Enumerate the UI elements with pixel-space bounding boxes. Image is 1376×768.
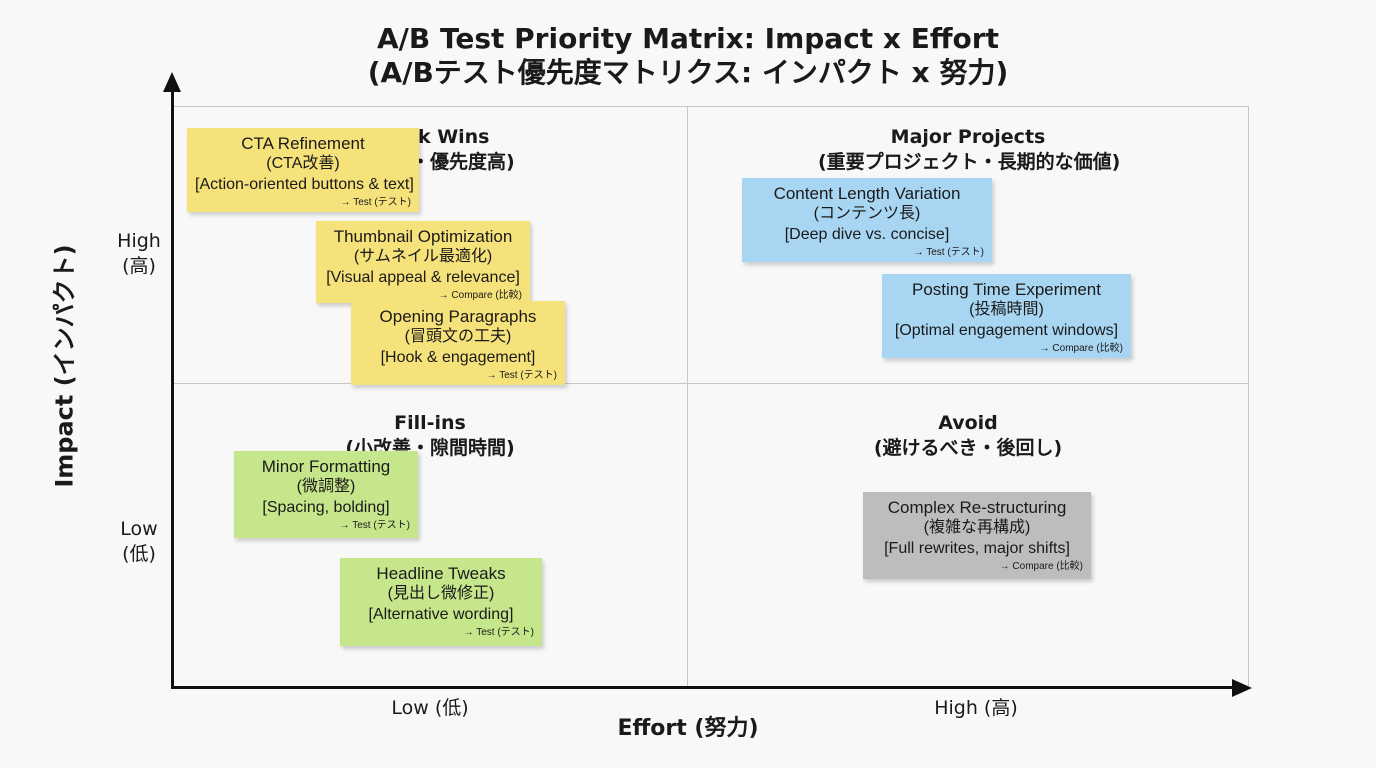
note-description: [Full rewrites, major shifts] — [884, 540, 1070, 557]
y-tick-low-label-jp: (低) — [122, 543, 156, 565]
y-tick-low-label: Low — [120, 518, 158, 540]
y-axis-title: Impact (インパクト) — [50, 244, 79, 488]
note-description: [Deep dive vs. concise] — [784, 226, 950, 243]
note-action: → Compare (比較) — [999, 561, 1083, 572]
note-title: Minor Formatting — [261, 457, 391, 476]
quadrant-fill-ins-title: Fill-ins — [394, 412, 466, 434]
y-tick-high-label-jp: (高) — [122, 255, 156, 277]
note-subtitle-jp: (サムネイル最適化) — [353, 248, 493, 265]
chart-title-line2: (A/Bテスト優先度マトリクス: インパクト x 努力) — [367, 56, 1009, 89]
y-tick-high: High (高) — [108, 229, 170, 279]
quadrant-avoid-subtitle: (避けるべき・後回し) — [873, 437, 1063, 459]
note-description: [Alternative wording] — [368, 606, 514, 623]
quadrant-major-projects-subtitle: (重要プロジェクト・長期的な価値) — [818, 151, 1121, 173]
note-title: Complex Re-structuring — [887, 498, 1067, 517]
y-tick-high-label: High — [117, 230, 161, 252]
note-title: Headline Tweaks — [376, 564, 506, 583]
note-title: Posting Time Experiment — [912, 280, 1101, 299]
chart-title: A/B Test Priority Matrix: Impact x Effor… — [0, 22, 1376, 90]
note-action: → Test (テスト) — [463, 627, 534, 638]
x-tick-high: High (高) — [934, 697, 1018, 719]
quadrant-divider-horizontal — [173, 383, 1249, 384]
note-action: → Test (テスト) — [486, 370, 557, 381]
note-posting-time-experiment: Posting Time Experiment (投稿時間) [Optimal … — [882, 274, 1131, 358]
y-axis-arrow — [163, 72, 181, 92]
note-subtitle-jp: (微調整) — [296, 478, 356, 495]
y-axis-line — [171, 88, 174, 689]
matrix-frame — [173, 106, 1249, 688]
note-description: [Optimal engagement windows] — [894, 322, 1119, 339]
note-subtitle-jp: (見出し微修正) — [387, 585, 495, 602]
note-subtitle-jp: (コンテンツ長) — [813, 205, 921, 222]
note-subtitle-jp: (冒頭文の工夫) — [404, 328, 512, 345]
note-action: → Compare (比較) — [1039, 343, 1123, 354]
quadrant-divider-vertical — [687, 106, 688, 688]
x-axis-title: Effort (努力) — [617, 716, 759, 741]
note-cta-refinement: CTA Refinement (CTA改善) [Action-oriented … — [187, 128, 419, 212]
note-content-length-variation: Content Length Variation (コンテンツ長) [Deep … — [742, 178, 992, 262]
quadrant-avoid-title: Avoid — [938, 412, 998, 434]
note-action: → Compare (比較) — [438, 290, 522, 301]
y-tick-low: Low (低) — [108, 517, 170, 567]
note-description: [Spacing, bolding] — [262, 499, 390, 516]
x-axis-line — [171, 686, 1235, 689]
note-description: [Hook & engagement] — [380, 349, 536, 366]
quadrant-avoid: Avoid (避けるべき・後回し) — [868, 411, 1068, 461]
note-minor-formatting: Minor Formatting (微調整) [Spacing, bolding… — [234, 451, 418, 538]
note-complex-restructuring: Complex Re-structuring (複雑な再構成) [Full re… — [863, 492, 1091, 579]
x-tick-low: Low (低) — [391, 697, 469, 719]
x-axis-arrow — [1232, 679, 1252, 697]
note-description: [Visual appeal & relevance] — [326, 269, 520, 286]
note-subtitle-jp: (CTA改善) — [266, 155, 340, 172]
note-action: → Test (テスト) — [913, 247, 984, 258]
note-title: Thumbnail Optimization — [333, 227, 513, 246]
note-title: CTA Refinement — [241, 134, 365, 153]
note-description: [Action-oriented buttons & text] — [195, 176, 414, 193]
note-subtitle-jp: (投稿時間) — [969, 301, 1044, 318]
note-subtitle-jp: (複雑な再構成) — [923, 519, 1031, 536]
quadrant-major-projects: Major Projects (重要プロジェクト・長期的な価値) — [818, 125, 1121, 175]
note-title: Content Length Variation — [773, 184, 961, 203]
note-thumbnail-optimization: Thumbnail Optimization (サムネイル最適化) [Visua… — [316, 221, 530, 303]
quadrant-major-projects-title: Major Projects — [890, 126, 1046, 148]
note-title: Opening Paragraphs — [379, 307, 537, 326]
note-headline-tweaks: Headline Tweaks (見出し微修正) [Alternative wo… — [340, 558, 542, 646]
note-action: → Test (テスト) — [340, 197, 411, 208]
note-opening-paragraphs: Opening Paragraphs (冒頭文の工夫) [Hook & enga… — [351, 301, 565, 385]
chart-title-line1: A/B Test Priority Matrix: Impact x Effor… — [377, 22, 999, 55]
note-action: → Test (テスト) — [339, 520, 410, 531]
